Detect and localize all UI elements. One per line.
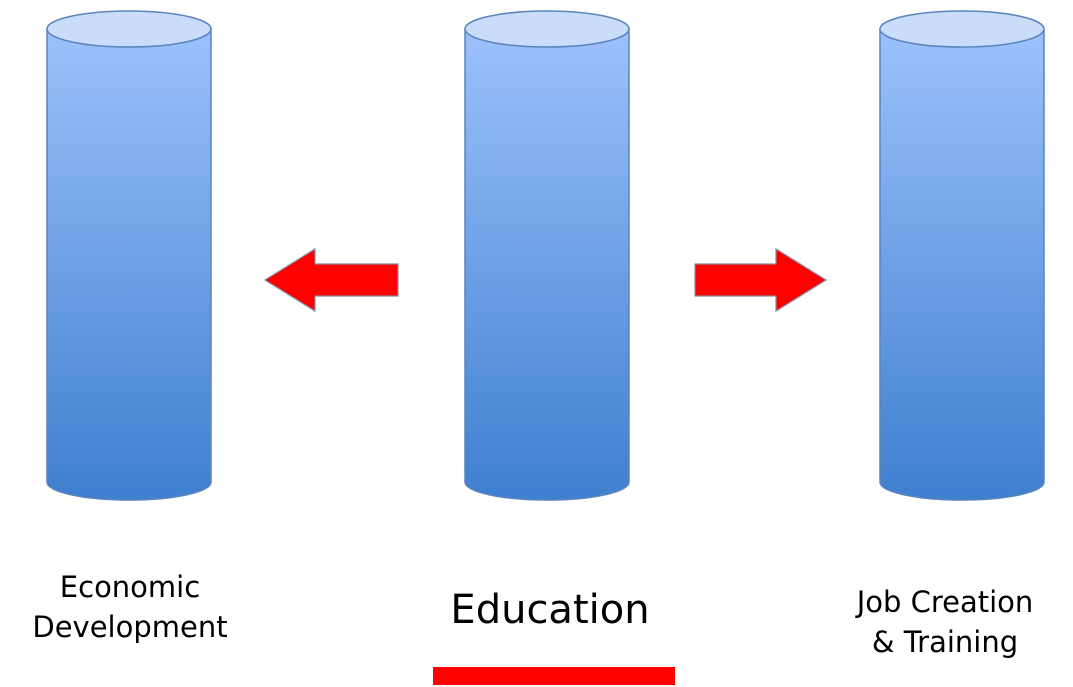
- pillar-job-creation-training: [879, 10, 1045, 501]
- arrow-right-icon: [694, 247, 828, 313]
- education-underline: [433, 667, 675, 685]
- label-line: Education: [450, 587, 650, 633]
- pillar-economic-development: [46, 10, 212, 501]
- label-economic-development: Economic Development: [0, 567, 260, 647]
- label-line: Development: [32, 610, 228, 644]
- label-education: Education: [400, 584, 700, 636]
- label-line: Job Creation: [856, 585, 1034, 619]
- arrow-left-icon: [263, 247, 399, 313]
- label-job-creation-training: Job Creation & Training: [820, 582, 1070, 662]
- label-line: & Training: [871, 625, 1019, 659]
- pillar-education: [464, 10, 630, 501]
- label-line: Economic: [59, 570, 201, 604]
